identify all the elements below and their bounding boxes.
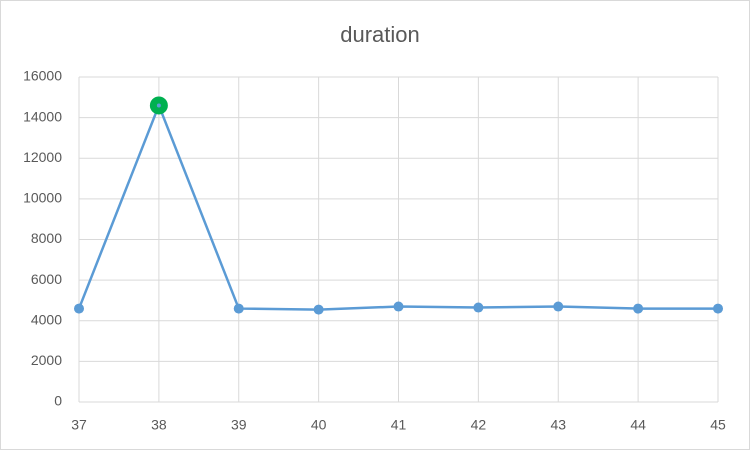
- y-tick-label: 0: [54, 393, 62, 409]
- y-tick-label: 12000: [23, 149, 62, 165]
- marker: [473, 302, 484, 313]
- y-tick-label: 4000: [31, 311, 62, 327]
- y-tick-label: 16000: [23, 68, 62, 84]
- x-tick-label: 45: [710, 417, 726, 433]
- x-tick-label: 39: [231, 417, 247, 433]
- y-tick-label: 10000: [23, 190, 62, 206]
- chart-title: duration: [340, 22, 420, 47]
- marker: [393, 301, 404, 312]
- x-tick-label: 40: [311, 417, 327, 433]
- x-tick-label: 38: [151, 417, 167, 433]
- marker: [74, 303, 84, 314]
- highlight-center: [156, 103, 161, 108]
- x-tick-label: 42: [471, 417, 487, 433]
- x-tick-label: 43: [550, 417, 566, 433]
- marker: [553, 301, 564, 312]
- y-tick-label: 2000: [31, 352, 62, 368]
- y-tick-label: 14000: [23, 108, 62, 124]
- marker: [313, 304, 324, 315]
- y-tick-label: 8000: [31, 230, 62, 246]
- marker: [233, 303, 244, 314]
- x-tick-label: 44: [630, 417, 646, 433]
- y-tick-label: 6000: [31, 271, 62, 287]
- x-tick-label: 37: [71, 417, 87, 433]
- marker: [713, 303, 723, 314]
- x-tick-label: 41: [391, 417, 407, 433]
- marker: [633, 303, 644, 314]
